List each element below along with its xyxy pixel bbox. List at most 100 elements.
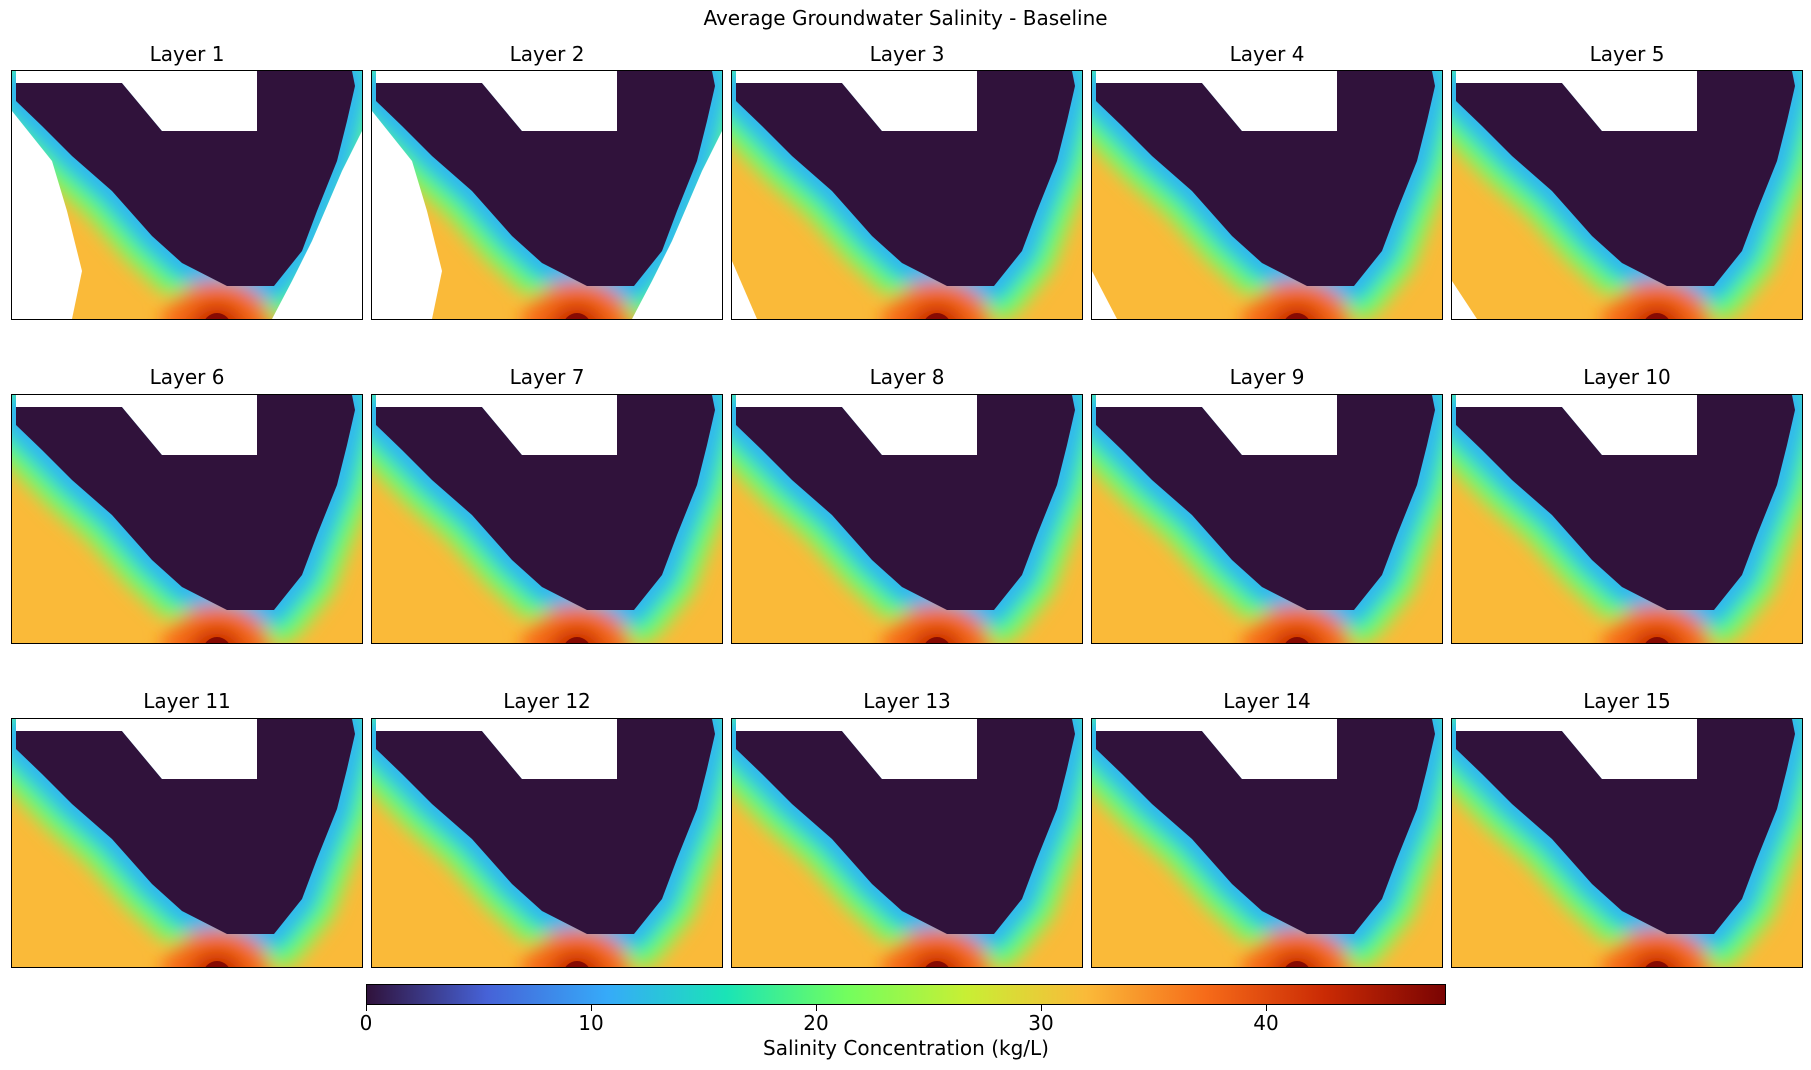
hypersaline-plume bbox=[1602, 929, 1712, 967]
freshwater-zone bbox=[376, 719, 715, 934]
salinity-map-panel bbox=[731, 394, 1083, 644]
no-data-area bbox=[632, 131, 722, 319]
freshwater-zone bbox=[16, 71, 355, 286]
hypersaline-center bbox=[1285, 637, 1309, 643]
hypersaline-core bbox=[191, 951, 243, 967]
colorbar-tick bbox=[816, 1005, 817, 1011]
freshwater-zone bbox=[1096, 719, 1435, 934]
panel-title: Layer 1 bbox=[149, 42, 225, 66]
hypersaline-plume bbox=[162, 929, 272, 967]
hypersaline-center bbox=[1645, 313, 1669, 319]
salinity-map-panel bbox=[1091, 394, 1443, 644]
salinity-map-panel bbox=[1451, 718, 1803, 968]
no-data-area bbox=[1096, 719, 1337, 779]
colorbar-tick-label: 10 bbox=[578, 1011, 604, 1035]
hypersaline-plume bbox=[882, 281, 992, 319]
hypersaline-center bbox=[1645, 961, 1669, 967]
panel-title: Layer 8 bbox=[869, 365, 945, 389]
salinity-map bbox=[12, 395, 362, 643]
panel-title: Layer 6 bbox=[149, 365, 225, 389]
no-data-area bbox=[272, 131, 362, 319]
panel-title: Layer 14 bbox=[1223, 689, 1311, 713]
no-data-area bbox=[1456, 71, 1697, 131]
salinity-map-panel bbox=[371, 394, 723, 644]
colorbar-tick-label: 30 bbox=[1028, 1011, 1054, 1035]
hypersaline-plume bbox=[522, 605, 632, 643]
panel-title: Layer 11 bbox=[143, 689, 231, 713]
freshwater-zone bbox=[376, 395, 715, 610]
colorbar-tick bbox=[1266, 1005, 1267, 1011]
salinity-map bbox=[1452, 71, 1802, 319]
salinity-map bbox=[732, 71, 1082, 319]
salinity-map-panel bbox=[11, 70, 363, 320]
no-data-area bbox=[1456, 395, 1697, 455]
hypersaline-core bbox=[911, 303, 963, 319]
no-data-area bbox=[736, 719, 977, 779]
hypersaline-core bbox=[1271, 951, 1323, 967]
salinity-map bbox=[1452, 395, 1802, 643]
salinity-map bbox=[1092, 719, 1442, 967]
hypersaline-plume bbox=[882, 605, 992, 643]
salinity-map-panel bbox=[731, 70, 1083, 320]
salinity-map bbox=[12, 719, 362, 967]
no-data-area bbox=[376, 719, 617, 779]
hypersaline-plume bbox=[1242, 281, 1352, 319]
freshwater-zone bbox=[736, 395, 1075, 610]
hypersaline-center bbox=[925, 313, 949, 319]
hypersaline-plume bbox=[1242, 605, 1352, 643]
hypersaline-center bbox=[565, 637, 589, 643]
colorbar bbox=[366, 984, 1446, 1005]
no-data-area bbox=[1092, 271, 1117, 319]
panel-title: Layer 12 bbox=[503, 689, 591, 713]
hypersaline-plume bbox=[162, 605, 272, 643]
salinity-map-panel bbox=[11, 394, 363, 644]
hypersaline-plume bbox=[162, 281, 272, 319]
salinity-map bbox=[1092, 71, 1442, 319]
salinity-map bbox=[732, 719, 1082, 967]
no-data-area bbox=[16, 71, 257, 131]
panel-title: Layer 10 bbox=[1583, 365, 1671, 389]
hypersaline-plume bbox=[882, 929, 992, 967]
hypersaline-center bbox=[565, 313, 589, 319]
hypersaline-core bbox=[191, 303, 243, 319]
hypersaline-center bbox=[1285, 313, 1309, 319]
no-data-area bbox=[12, 111, 82, 319]
panel-title: Layer 7 bbox=[509, 365, 585, 389]
no-data-area bbox=[736, 395, 977, 455]
colorbar-label: Salinity Concentration (kg/L) bbox=[763, 1036, 1049, 1060]
hypersaline-core bbox=[911, 951, 963, 967]
salinity-map bbox=[732, 395, 1082, 643]
hypersaline-core bbox=[1271, 627, 1323, 643]
salinity-map-panel bbox=[1451, 394, 1803, 644]
salinity-map-panel bbox=[371, 70, 723, 320]
hypersaline-center bbox=[1645, 637, 1669, 643]
freshwater-zone bbox=[376, 71, 715, 286]
hypersaline-center bbox=[205, 313, 229, 319]
salinity-map bbox=[12, 71, 362, 319]
panel-title: Layer 2 bbox=[509, 42, 585, 66]
colorbar-tick bbox=[1041, 1005, 1042, 1011]
no-data-area bbox=[736, 71, 977, 131]
no-data-area bbox=[376, 395, 617, 455]
panel-title: Layer 13 bbox=[863, 689, 951, 713]
salinity-map-panel bbox=[1091, 718, 1443, 968]
hypersaline-plume bbox=[1602, 605, 1712, 643]
salinity-map-panel bbox=[1451, 70, 1803, 320]
colorbar-tick-label: 0 bbox=[359, 1011, 373, 1035]
freshwater-zone bbox=[1096, 71, 1435, 286]
salinity-map-panel bbox=[731, 718, 1083, 968]
no-data-area bbox=[1096, 395, 1337, 455]
hypersaline-core bbox=[1631, 627, 1683, 643]
colorbar-tick-label: 40 bbox=[1253, 1011, 1279, 1035]
salinity-map bbox=[372, 719, 722, 967]
hypersaline-center bbox=[925, 961, 949, 967]
hypersaline-center bbox=[205, 637, 229, 643]
no-data-area bbox=[1452, 281, 1477, 319]
no-data-area bbox=[16, 395, 257, 455]
hypersaline-core bbox=[911, 627, 963, 643]
hypersaline-core bbox=[191, 627, 243, 643]
hypersaline-plume bbox=[522, 929, 632, 967]
hypersaline-center bbox=[925, 637, 949, 643]
panel-title: Layer 5 bbox=[1589, 42, 1665, 66]
figure-title: Average Groundwater Salinity - Baseline bbox=[703, 6, 1108, 30]
